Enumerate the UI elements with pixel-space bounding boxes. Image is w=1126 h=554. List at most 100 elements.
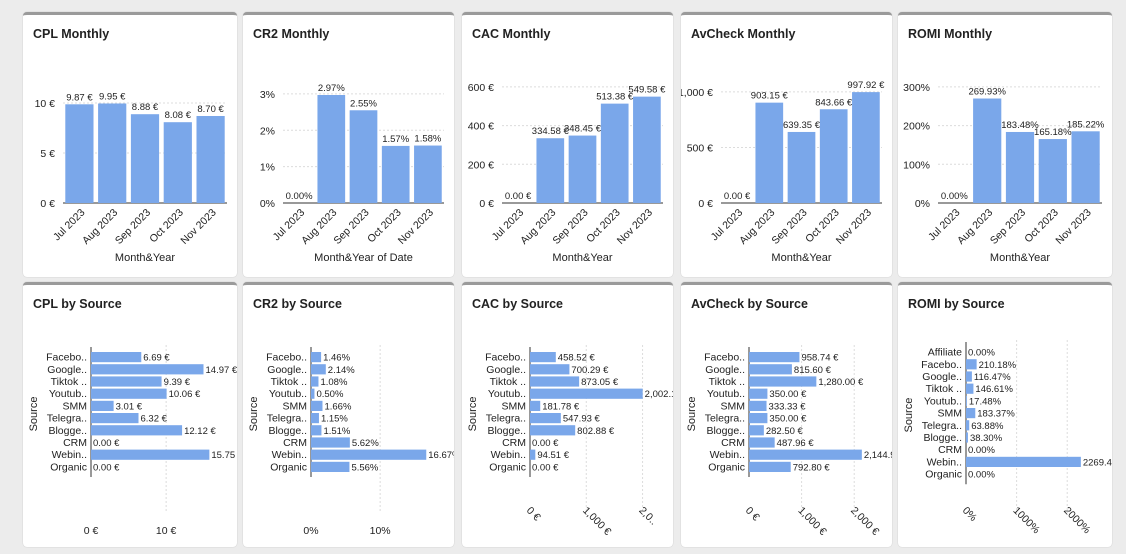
- bar: [311, 449, 427, 460]
- y-tick-label: Webin..: [272, 449, 307, 461]
- bar: [819, 109, 848, 203]
- data-label: 350.00 €: [769, 389, 807, 400]
- y-tick-label: 10 €: [35, 98, 56, 110]
- data-label: 513.38 €: [596, 92, 634, 103]
- y-tick-label: 500 €: [687, 142, 713, 154]
- bar: [966, 432, 968, 443]
- chart-title: CPL Monthly: [33, 27, 110, 41]
- bar: [311, 461, 350, 472]
- cac-by-source-chart: 0 € 1,000 € 2,0.. Facebo.. 458.52 € Google.. 7…: [467, 345, 673, 538]
- y-tick-label: Telegra..: [47, 413, 87, 425]
- data-label: 12.12 €: [184, 426, 216, 437]
- data-label: 903.15 €: [751, 91, 789, 102]
- y-tick-label: CRM: [283, 437, 307, 449]
- x-tick-label: Sep 2023: [550, 207, 590, 247]
- y-tick-label: Telegra..: [705, 413, 745, 425]
- data-label: 9.87 €: [66, 92, 93, 103]
- y-tick-label: SMM: [721, 400, 746, 412]
- y-tick-label: 2%: [260, 125, 275, 137]
- data-label: 6.69 €: [143, 353, 170, 364]
- bar: [966, 420, 970, 431]
- data-label: 8.70 €: [197, 104, 224, 115]
- data-label: 0.00 €: [93, 438, 120, 449]
- bar: [530, 449, 536, 460]
- x-tick-label: 1,000 €: [580, 505, 613, 538]
- data-label: 333.33 €: [769, 401, 807, 412]
- bar: [749, 400, 767, 411]
- y-tick-label: 1%: [260, 162, 275, 174]
- cr2-by-source-chart: 0% 10% Facebo.. 1.46% Google.. 2.14% Tiktok ..…: [248, 345, 454, 537]
- bar: [349, 110, 378, 203]
- bar: [530, 400, 541, 411]
- data-label: 183.48%: [1001, 120, 1039, 131]
- x-tick-label: Nov 2023: [834, 207, 874, 247]
- data-label: 0.00%: [286, 191, 313, 202]
- x-tick-label: 1,000 €: [795, 505, 828, 538]
- y-axis-title: Source: [903, 398, 915, 433]
- x-tick-label: 2000%: [1061, 505, 1093, 537]
- y-tick-label: Blogge..: [706, 425, 745, 437]
- bar: [311, 364, 326, 375]
- bar: [530, 413, 561, 424]
- bar: [530, 364, 570, 375]
- avcheck-by-source-card: AvCheck by Source 0 € 1,000 € 2,000 € Faceb…: [681, 282, 892, 547]
- data-label: 958.74 €: [801, 353, 839, 364]
- bar: [311, 388, 315, 399]
- chart-title: CR2 by Source: [253, 297, 342, 311]
- data-label: 0.00 €: [724, 191, 751, 202]
- y-tick-label: Youtub..: [924, 395, 962, 407]
- data-label: 1.66%: [324, 401, 351, 412]
- bar: [91, 388, 167, 399]
- data-label: 997.92 €: [847, 80, 885, 91]
- bar: [130, 114, 160, 203]
- data-label: 9.39 €: [164, 377, 191, 388]
- x-tick-label: 0%: [960, 505, 979, 524]
- data-label: 549.58 €: [628, 85, 666, 96]
- bar: [749, 437, 775, 448]
- chart-title: ROMI Monthly: [908, 27, 993, 41]
- bar: [91, 425, 183, 436]
- y-tick-label: Google..: [486, 364, 526, 376]
- bar: [1005, 131, 1035, 203]
- y-tick-label: 200 €: [468, 159, 494, 171]
- bar: [536, 138, 565, 203]
- data-label: 5.62%: [352, 438, 379, 449]
- y-tick-label: Webin..: [52, 449, 87, 461]
- data-label: 94.51 €: [537, 450, 569, 461]
- data-label: 2.97%: [318, 83, 345, 94]
- romi-monthly-card: ROMI Monthly 0% 100% 200% 300% 0.00% Jul 2023…: [898, 12, 1112, 277]
- romi-by-source-chart: 0% 1000% 2000% Affiliate 0.00% Facebo.. 210.18…: [903, 340, 1112, 537]
- y-tick-label: Google..: [705, 364, 745, 376]
- chart-title: CPL by Source: [33, 297, 122, 311]
- bar: [749, 364, 792, 375]
- y-tick-label: Organic: [270, 461, 307, 473]
- chart-title: ROMI by Source: [908, 297, 1005, 311]
- data-label: 700.29 €: [571, 365, 609, 376]
- data-label: 16.67%: [428, 450, 454, 461]
- data-label: 2.55%: [350, 98, 377, 109]
- data-label: 1.51%: [323, 426, 350, 437]
- y-tick-label: Tiktok ..: [926, 383, 962, 395]
- bar: [91, 364, 204, 375]
- data-label: 185.22%: [1067, 119, 1105, 130]
- data-label: 458.52 €: [558, 353, 596, 364]
- data-label: 2,002.17 €: [645, 389, 673, 400]
- bar: [530, 376, 580, 387]
- bar: [311, 400, 323, 411]
- bar: [755, 102, 784, 203]
- data-label: 8.88 €: [132, 102, 159, 113]
- bar: [414, 145, 442, 203]
- y-tick-label: CRM: [721, 437, 745, 449]
- y-tick-label: Webin..: [491, 449, 526, 461]
- avcheck-monthly-card: AvCheck Monthly 0 €500 €1,000 €0.00 € Jul…: [681, 12, 892, 277]
- data-label: 843.66 €: [815, 97, 853, 108]
- y-tick-label: Facebo..: [704, 352, 745, 364]
- bar: [530, 388, 643, 399]
- x-tick-label: Nov 2023: [178, 207, 218, 247]
- data-label: 802.88 €: [577, 426, 615, 437]
- bar: [91, 352, 142, 363]
- cpl-monthly-card: CPL Monthly 0 €5 €10 €9.87 € Jul 2023 9.95…: [23, 12, 237, 277]
